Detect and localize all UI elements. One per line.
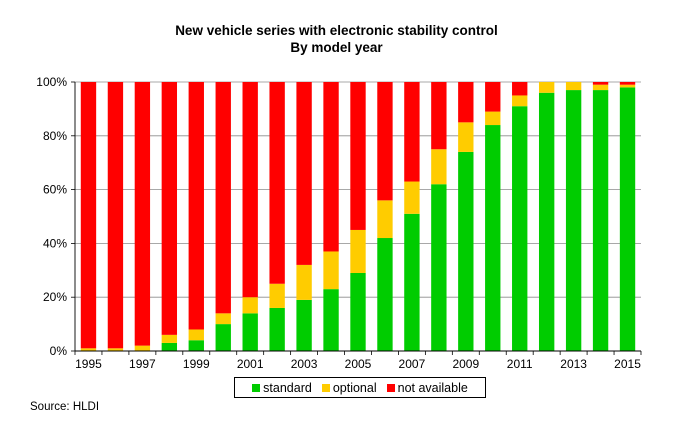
bar-standard-2012: [538, 92, 555, 351]
x-tick-label: 2015: [614, 357, 641, 371]
bar-not-available-2003: [296, 82, 312, 265]
bar-optional-1997: [134, 345, 151, 351]
bar-optional-2002: [269, 283, 285, 308]
bar-not-available-2001: [242, 82, 258, 298]
chart-title: New vehicle series with electronic stabi…: [175, 23, 498, 38]
bar-not-available-2002: [269, 82, 285, 284]
x-tick-label: 1995: [75, 357, 102, 371]
chart-subtitle: By model year: [290, 40, 383, 55]
legend-label-standard: standard: [263, 380, 312, 395]
bar-not-available-2005: [350, 82, 366, 230]
bar-optional-2015: [619, 84, 636, 88]
bar-not-available-2000: [215, 82, 231, 314]
bar-not-available-2009: [458, 82, 474, 123]
bar-not-available-2004: [323, 82, 339, 252]
bar-optional-2010: [485, 111, 501, 126]
bar-standard-2013: [565, 90, 582, 351]
bar-not-available-2011: [512, 82, 528, 96]
bar-optional-1996: [107, 348, 124, 351]
bar-not-available-1995: [80, 82, 97, 349]
y-tick-label: 40%: [43, 236, 67, 250]
x-tick-label: 2001: [237, 357, 264, 371]
bar-standard-2007: [404, 213, 420, 351]
bar-not-available-2010: [485, 82, 501, 112]
y-tick-label: 0%: [50, 344, 68, 358]
legend-item-standard: standard: [252, 381, 312, 395]
bar-optional-2014: [592, 84, 609, 91]
legend-swatch-optional: [321, 383, 330, 392]
bar-optional-2006: [377, 200, 393, 239]
legend-swatch-not-available: [386, 383, 395, 392]
y-tick-label: 100%: [36, 75, 67, 89]
bar-standard-2014: [592, 90, 609, 351]
bar-not-available-2015: [619, 82, 636, 85]
bar-standard-2001: [242, 313, 258, 351]
y-tick-label: 60%: [43, 183, 67, 197]
bar-not-available-1998: [161, 82, 178, 335]
bar-not-available-2014: [592, 82, 609, 85]
x-tick-label: 2009: [452, 357, 479, 371]
bar-optional-2003: [296, 264, 312, 300]
bar-optional-2011: [512, 95, 528, 107]
legend: standard optional not available: [234, 377, 486, 398]
x-tick-label: 2005: [345, 357, 372, 371]
bar-optional-1999: [188, 329, 204, 341]
bar-optional-2012: [538, 82, 555, 93]
bar-optional-2004: [323, 251, 339, 290]
bar-optional-2000: [215, 313, 231, 325]
legend-item-not-available: not available: [386, 380, 468, 395]
bar-standard-2011: [512, 106, 528, 352]
bar-optional-2007: [404, 181, 420, 214]
legend-item-optional: optional: [321, 380, 377, 395]
bar-not-available-2007: [404, 82, 420, 182]
x-tick-label: 2007: [399, 357, 426, 371]
bar-standard-2009: [458, 151, 474, 351]
bar-not-available-2008: [431, 82, 447, 150]
x-tick-label: 2003: [291, 357, 318, 371]
bar-optional-2005: [350, 229, 366, 273]
x-tick-label: 2011: [507, 357, 533, 371]
bar-standard-2010: [485, 125, 501, 351]
bar-standard-2005: [350, 272, 366, 351]
bar-standard-2004: [323, 289, 339, 351]
bar-optional-2008: [431, 149, 447, 185]
bar-standard-2000: [215, 324, 231, 351]
x-tick-label: 1999: [183, 357, 210, 371]
bar-optional-1995: [80, 348, 97, 351]
legend-label-not-available: not available: [397, 380, 468, 395]
legend-swatch-standard: [252, 383, 261, 392]
x-tick-label: 2013: [560, 357, 587, 371]
bar-standard-2003: [296, 299, 312, 351]
bar-standard-2015: [619, 87, 636, 351]
bar-not-available-1997: [134, 82, 151, 346]
bar-standard-1998: [161, 342, 178, 351]
x-tick-label: 1997: [129, 357, 156, 371]
bar-standard-2006: [377, 238, 393, 351]
source-note: Source: HLDI: [30, 401, 100, 413]
y-tick-label: 20%: [43, 290, 67, 304]
legend-label-optional: optional: [332, 380, 377, 395]
bar-optional-2013: [565, 82, 582, 91]
bar-not-available-2006: [377, 82, 393, 201]
bar-standard-2008: [431, 184, 447, 351]
bar-optional-2009: [458, 122, 474, 152]
bar-optional-1998: [161, 334, 178, 343]
bar-standard-2002: [269, 307, 285, 351]
bar-standard-1999: [188, 340, 204, 351]
bar-not-available-1999: [188, 82, 204, 330]
y-tick-label: 80%: [43, 129, 67, 143]
bar-not-available-1996: [107, 82, 124, 349]
bar-optional-2001: [242, 297, 258, 314]
